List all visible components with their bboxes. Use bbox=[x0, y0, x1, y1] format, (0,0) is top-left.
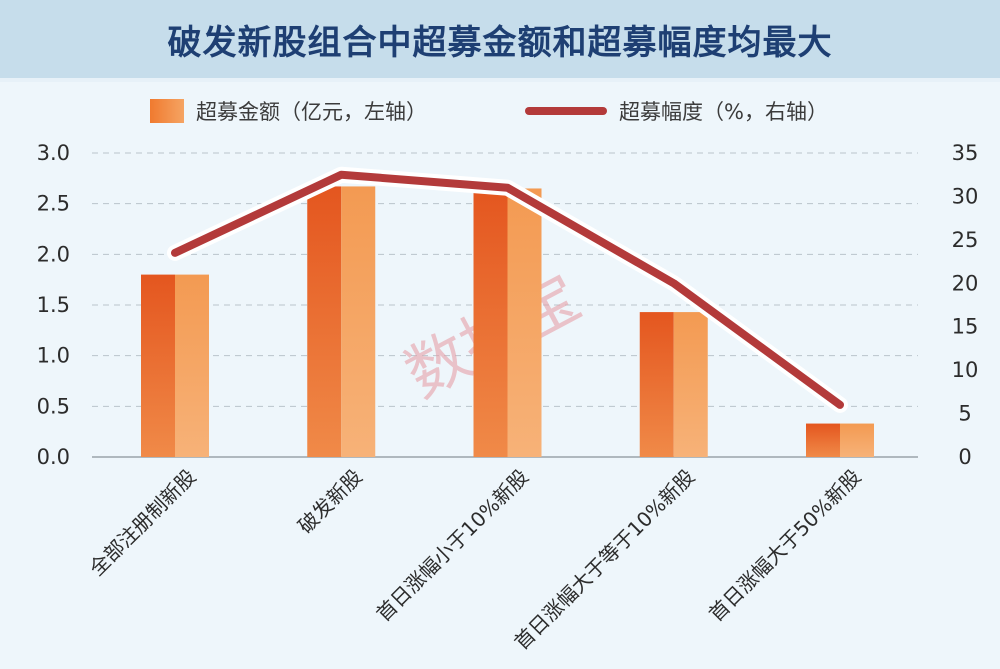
title-bar: 破发新股组合中超募金额和超募幅度均最大 bbox=[0, 0, 1000, 82]
bar-left-face bbox=[141, 274, 175, 457]
x-category-label: 首日涨幅小于10%新股 bbox=[371, 465, 533, 627]
bar-right-face bbox=[341, 186, 376, 457]
x-category-label: 首日涨幅大于50%新股 bbox=[704, 465, 866, 627]
bar-right-face bbox=[673, 312, 708, 457]
bar-left-face bbox=[639, 312, 674, 457]
y-right-tick-label: 15 bbox=[952, 315, 979, 339]
y-right-tick-label: 10 bbox=[952, 358, 979, 382]
bar-left-face bbox=[307, 186, 342, 457]
bar-right-face bbox=[840, 423, 874, 457]
y-left-tick-label: 3.0 bbox=[37, 141, 70, 165]
y-left-tick-label: 0.0 bbox=[37, 445, 70, 469]
y-right-tick-label: 35 bbox=[952, 141, 979, 165]
y-right-tick-label: 30 bbox=[952, 184, 979, 208]
legend-item-bar: 超募金额（亿元，左轴） bbox=[150, 96, 427, 126]
bar-right-face bbox=[175, 274, 209, 457]
y-right-tick-label: 20 bbox=[952, 271, 979, 295]
x-category-label: 首日涨幅大于等于10%新股 bbox=[509, 465, 699, 655]
legend-bar-swatch bbox=[150, 99, 184, 123]
y-left-tick-label: 0.5 bbox=[37, 394, 70, 418]
axis-layer: 0.0 0.5 1.0 1.5 2.0 2.5 3.0 0 5 10 15 20 25 30 35 bbox=[37, 141, 979, 469]
legend-bar-label: 超募金额（亿元，左轴） bbox=[196, 100, 427, 124]
y-left-tick-label: 2.0 bbox=[37, 242, 70, 266]
y-right-tick-label: 0 bbox=[958, 445, 971, 469]
legend: 超募金额（亿元，左轴） 超募幅度（%，右轴） bbox=[0, 96, 1000, 130]
x-category-label: 破发新股 bbox=[293, 465, 367, 539]
y-left-tick-label: 2.5 bbox=[37, 192, 70, 216]
bar-left-face bbox=[473, 188, 508, 457]
y-right-tick-label: 5 bbox=[958, 402, 971, 426]
bar-left-face bbox=[806, 423, 840, 457]
chart-title: 破发新股组合中超募金额和超募幅度均最大 bbox=[167, 22, 833, 63]
bar-right-face bbox=[507, 188, 542, 457]
x-category-label: 全部注册制新股 bbox=[85, 465, 201, 581]
y-right-tick-label: 25 bbox=[952, 228, 979, 252]
legend-line-swatch bbox=[525, 107, 607, 115]
bar-layer bbox=[141, 186, 874, 457]
legend-item-line: 超募幅度（%，右轴） bbox=[525, 96, 828, 126]
legend-line-label: 超募幅度（%，右轴） bbox=[619, 100, 828, 124]
line-layer bbox=[167, 166, 848, 413]
y-left-tick-label: 1.5 bbox=[37, 293, 70, 317]
y-left-tick-label: 1.0 bbox=[37, 344, 70, 368]
